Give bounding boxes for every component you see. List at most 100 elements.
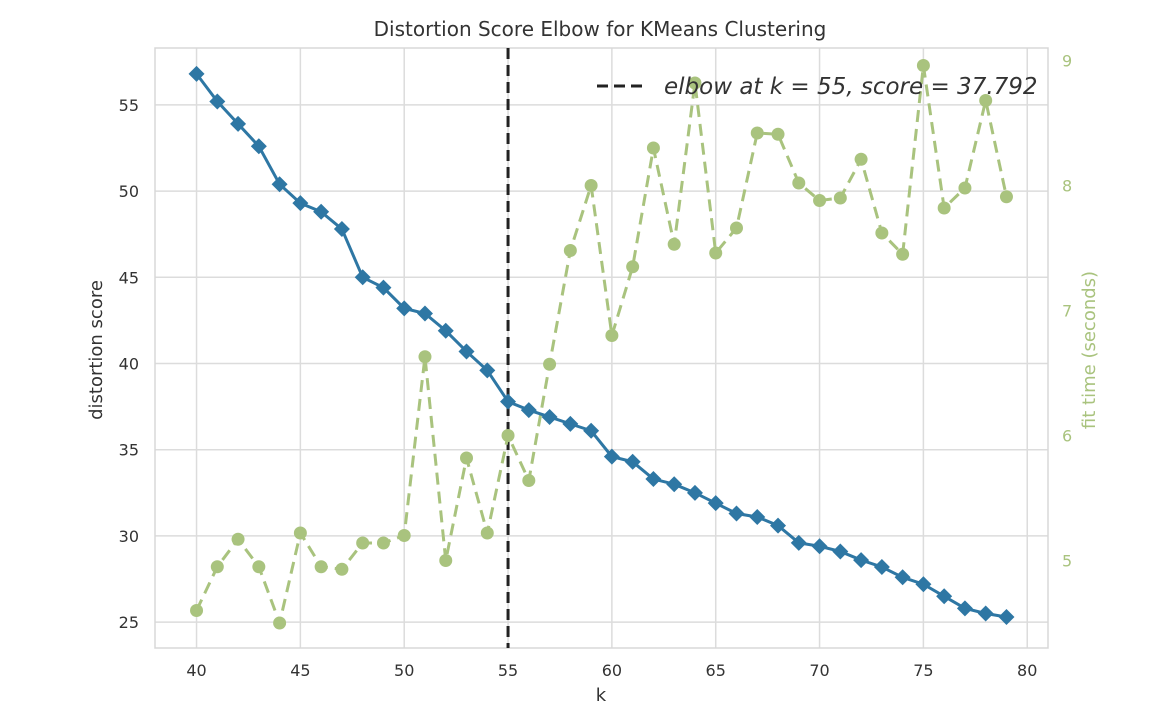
fit-time-point: [771, 127, 785, 141]
distortion-point: [520, 402, 537, 419]
fit-time-point: [875, 226, 889, 240]
distortion-point: [915, 576, 932, 593]
distortion-series: [188, 65, 1015, 625]
x-tick-label: 70: [809, 661, 829, 680]
fit-time-point: [356, 536, 370, 550]
distortion-point: [458, 343, 475, 360]
fit-time-point: [543, 357, 557, 371]
y2-tick-label: 8: [1062, 177, 1072, 196]
distortion-point: [832, 543, 849, 560]
distortion-point: [645, 471, 662, 488]
distortion-point: [333, 221, 350, 238]
fit-time-point: [439, 554, 453, 567]
distortion-point: [479, 362, 496, 379]
x-tick-label: 65: [706, 661, 726, 680]
y2-axis-label: fit time (seconds): [1079, 271, 1100, 429]
fit-time-point: [916, 59, 930, 72]
fit-time-point: [626, 260, 640, 274]
distortion-point: [583, 422, 600, 439]
y-tick-label: 50: [119, 182, 139, 201]
distortion-point: [770, 517, 787, 534]
distortion-point: [188, 65, 205, 82]
distortion-point: [313, 203, 330, 220]
y2-tick-label: 6: [1062, 427, 1072, 446]
fit-time-point: [231, 532, 245, 546]
fit-time-series: [190, 59, 1013, 630]
y2-tick-label: 5: [1062, 552, 1072, 571]
fit-time-point: [688, 76, 702, 90]
fit-time-point: [314, 560, 328, 574]
fit-time-point: [376, 536, 390, 550]
legend: elbow at k = 55, score = 37.792: [597, 74, 1038, 100]
distortion-point: [956, 600, 973, 617]
y-axis-label: distortion score: [86, 280, 107, 420]
distortion-point: [894, 569, 911, 586]
distortion-point: [728, 505, 745, 522]
chart-title: Distortion Score Elbow for KMeans Cluste…: [374, 17, 827, 41]
distortion-point: [977, 605, 994, 622]
distortion-point: [562, 415, 579, 432]
fit-time-point: [418, 350, 432, 364]
distortion-point: [250, 138, 267, 155]
distortion-point: [396, 300, 413, 317]
distortion-point: [416, 305, 433, 322]
distortion-point: [873, 558, 890, 575]
distortion-point: [603, 448, 620, 465]
fit-time-point: [667, 237, 681, 251]
legend-label: elbow at k = 55, score = 37.792: [664, 74, 1038, 100]
distortion-point: [749, 508, 766, 525]
fit-time-point: [210, 560, 224, 574]
y-tick-label: 45: [119, 268, 139, 287]
fit-time-point: [896, 247, 910, 261]
y-tick-label: 35: [119, 441, 139, 460]
distortion-point: [707, 495, 724, 512]
x-tick-label: 55: [498, 661, 518, 680]
fit-time-point: [293, 526, 307, 540]
x-tick-label: 60: [602, 661, 622, 680]
x-axis-ticks: 40 45 50 55 60 65 70 75 80: [186, 661, 1037, 680]
y2-tick-label: 9: [1062, 52, 1072, 71]
distortion-point: [998, 608, 1015, 625]
fit-time-point: [605, 329, 619, 342]
distortion-point: [666, 476, 683, 493]
x-tick-label: 80: [1017, 661, 1037, 680]
x-tick-label: 45: [290, 661, 310, 680]
fit-time-point: [252, 560, 266, 574]
y2-tick-label: 7: [1062, 302, 1072, 321]
distortion-point: [936, 588, 953, 605]
fit-time-point: [584, 179, 598, 192]
fit-time-point: [646, 141, 660, 155]
y-tick-label: 40: [119, 355, 139, 374]
x-tick-label: 40: [186, 661, 206, 680]
distortion-point: [230, 115, 247, 132]
distortion-line: [195, 72, 1007, 619]
x-axis-label: k: [596, 685, 607, 706]
fit-time-point: [190, 604, 204, 617]
distortion-point: [354, 269, 371, 286]
fit-time-point: [480, 526, 494, 540]
distortion-point: [209, 93, 226, 110]
y-tick-label: 30: [119, 527, 139, 546]
fit-time-point: [979, 94, 993, 107]
distortion-point: [541, 408, 558, 425]
fit-time-point: [522, 474, 536, 487]
plot-frame: [154, 47, 1049, 649]
fit-time-point: [460, 451, 474, 465]
distortion-point: [292, 195, 309, 212]
y-tick-label: 55: [119, 96, 139, 115]
y-tick-label: 25: [119, 613, 139, 632]
distortion-point: [271, 176, 288, 193]
fit-time-point: [397, 529, 411, 542]
x-tick-label: 75: [913, 661, 933, 680]
distortion-point: [790, 534, 807, 551]
distortion-point: [375, 279, 392, 296]
fit-time-point: [335, 562, 349, 576]
distortion-point: [500, 393, 517, 410]
x-tick-label: 50: [394, 661, 414, 680]
fit-time-point: [501, 429, 515, 442]
fit-time-point: [937, 201, 951, 215]
distortion-point: [437, 322, 454, 339]
y-axis-ticks: 25 30 35 40 45 50 55: [119, 96, 139, 632]
fit-time-point: [750, 126, 764, 140]
fit-time-point: [709, 246, 723, 260]
